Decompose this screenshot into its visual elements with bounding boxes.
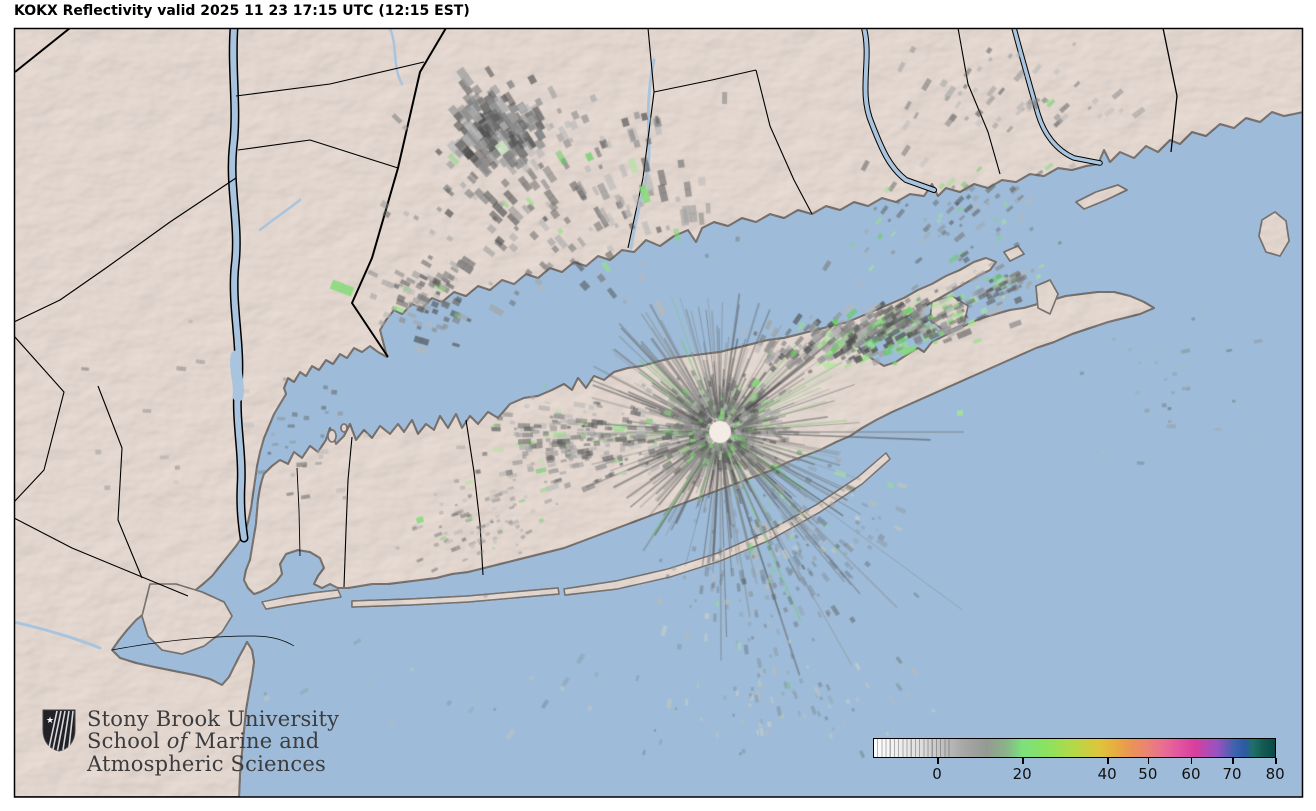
- sbu-logo-line3: Atmospheric Sciences: [87, 751, 326, 776]
- sbu-logo-text: Stony Brook University School of Marine …: [87, 708, 339, 775]
- colorbar-tick-mark: [1232, 758, 1234, 764]
- colorbar-tick-mark: [1190, 758, 1193, 764]
- colorbar-tick-label: 40: [1097, 765, 1117, 783]
- colorbar-tick-mark: [1275, 758, 1277, 764]
- colorbar-tick-label: 0: [932, 765, 942, 783]
- shield-star: ★: [46, 716, 54, 726]
- colorbar-tick-mark: [1107, 758, 1109, 764]
- colorbar-tick-label: 70: [1222, 765, 1242, 783]
- shield-stripes: [48, 710, 74, 751]
- colorbar-tick-mark: [1147, 758, 1150, 764]
- reflectivity-colorbar: 0 20 40 50 60 70 80: [873, 738, 1285, 798]
- colorbar-discrete-stripes: [874, 739, 951, 757]
- colorbar-tick-label: 20: [1012, 765, 1032, 783]
- sbu-shield-icon: ★: [42, 709, 76, 752]
- colorbar-gradient: [873, 738, 1276, 758]
- sbu-logo-line1: Stony Brook University: [87, 707, 340, 731]
- sbu-logo: ★ Stony Brook University School of Marin…: [42, 708, 339, 775]
- colorbar-tick-label: 50: [1138, 765, 1158, 783]
- colorbar-tick-label: 60: [1181, 765, 1201, 783]
- colorbar-tick-label: 80: [1265, 765, 1285, 783]
- sbu-logo-line2: School of Marine and: [87, 729, 320, 754]
- colorbar-tick-mark: [937, 758, 939, 764]
- hudson-haverstraw-widening: [230, 350, 244, 402]
- colorbar-tick-mark: [1022, 758, 1024, 764]
